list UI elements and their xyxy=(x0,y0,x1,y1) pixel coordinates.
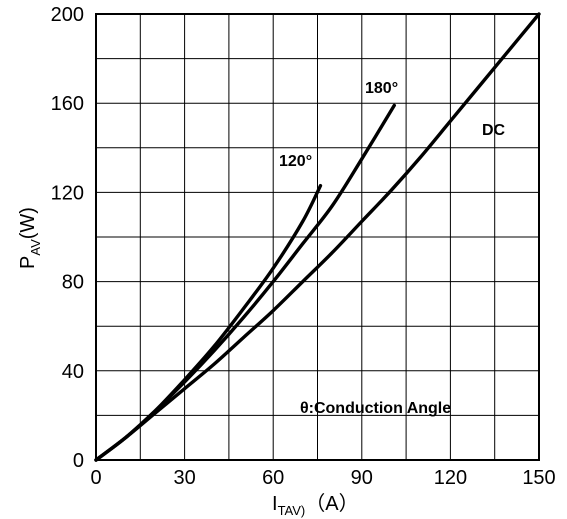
x-tick-label: 30 xyxy=(173,467,195,489)
y-tick-label: 120 xyxy=(51,182,84,204)
series-label-180: 180° xyxy=(365,80,398,97)
x-tick-label: 90 xyxy=(351,467,373,489)
series-line-120 xyxy=(96,186,320,460)
series-label-120: 120° xyxy=(279,153,312,170)
x-axis-label: ITAV)（A） xyxy=(272,492,359,518)
x-tick-label: 150 xyxy=(522,467,555,489)
y-tick-label: 200 xyxy=(51,4,84,26)
x-tick-label: 0 xyxy=(90,467,101,489)
series-label-dc: DC xyxy=(482,122,506,139)
conduction-angle-annotation: θ:Conduction Angle xyxy=(300,400,451,417)
y-tick-label: 0 xyxy=(73,450,84,472)
y-tick-label: 80 xyxy=(62,272,84,294)
x-tick-label: 60 xyxy=(262,467,284,489)
x-tick-label: 120 xyxy=(434,467,467,489)
y-tick-label: 40 xyxy=(62,361,84,383)
y-axis-label: PAV(W) xyxy=(17,207,43,269)
y-tick-label: 160 xyxy=(51,93,84,115)
grid xyxy=(96,14,539,460)
